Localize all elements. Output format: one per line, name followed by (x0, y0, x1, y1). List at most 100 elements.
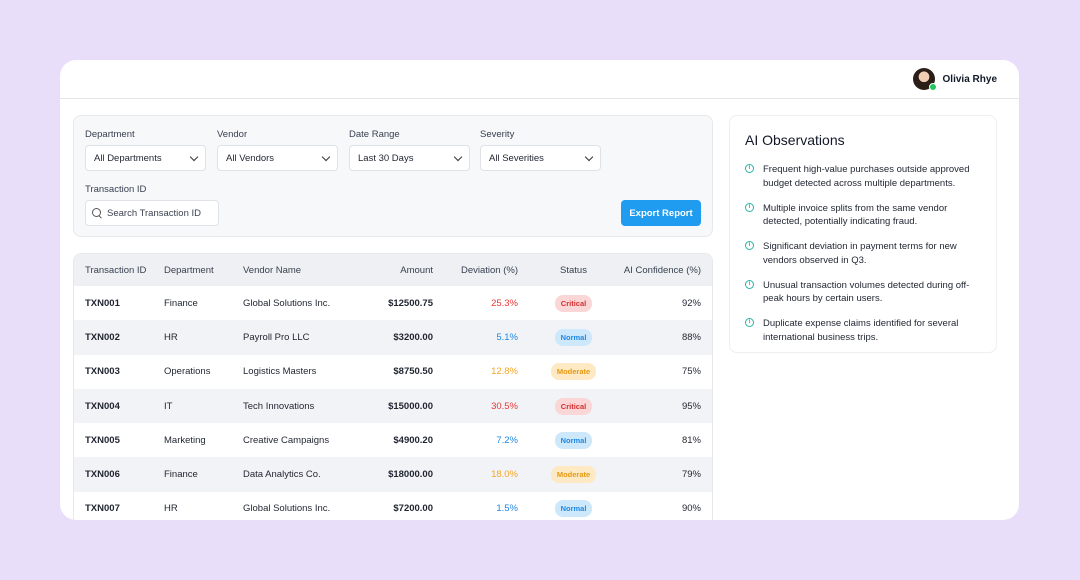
transaction-id-cell: TXN003 (85, 366, 120, 378)
amount-cell: $12500.75 (388, 297, 433, 309)
vendor-cell: Global Solutions Inc. (243, 297, 331, 309)
observation-text: Frequent high-value purchases outside ap… (763, 164, 970, 189)
avatar[interactable] (912, 68, 937, 91)
status-badge: Critical (554, 397, 593, 415)
amount-cell: $3200.00 (393, 331, 433, 343)
deviation-cell: 30.5% (491, 400, 518, 412)
transaction-search[interactable] (85, 200, 219, 226)
ai-confidence-cell: 79% (681, 469, 701, 481)
transaction-id-filter: Transaction ID (85, 184, 219, 226)
vendor-cell: Creative Campaigns (243, 434, 330, 446)
amount-cell: $8750.50 (393, 366, 433, 378)
status-badge: Moderate (550, 466, 597, 484)
severity-label: Severity (480, 129, 515, 140)
observation-text: Significant deviation in payment terms f… (763, 241, 957, 266)
severity-filter: Severity All Severities (480, 129, 601, 171)
department-label: Department (85, 129, 135, 140)
deviation-cell: 25.3% (491, 297, 518, 309)
amount-cell: $15000.00 (388, 400, 433, 412)
ai-confidence-cell: 81% (681, 434, 701, 446)
department-cell: Finance (164, 469, 198, 481)
department-cell: Operations (164, 366, 211, 378)
date-range-select[interactable]: Last 30 Days (349, 145, 470, 171)
transaction-id-label: Transaction ID (85, 184, 147, 195)
deviation-cell: 1.5% (496, 503, 518, 515)
search-icon (92, 208, 102, 218)
vendor-cell: Payroll Pro LLC (243, 331, 310, 343)
date-range-value: Last 30 Days (358, 152, 414, 164)
user-menu[interactable]: Olivia Rhye (912, 64, 997, 94)
table-row[interactable]: TXN006 Finance Data Analytics Co. $18000.00… (74, 457, 712, 492)
deviation-cell: 7.2% (496, 434, 518, 446)
department-filter: Department All Departments (85, 129, 206, 171)
vendor-filter: Vendor All Vendors (217, 129, 338, 171)
col-department[interactable]: Department (164, 264, 214, 276)
col-transaction-id[interactable]: Transaction ID (85, 264, 147, 276)
info-icon: i (745, 164, 754, 173)
transaction-search-input[interactable] (107, 207, 207, 219)
status-badge: Moderate (550, 363, 597, 381)
chevron-down-icon (321, 152, 331, 161)
app-window: Olivia Rhye Department All Departments V… (60, 60, 1019, 520)
status-cell: Critical (518, 389, 615, 423)
status-cell: Normal (518, 320, 615, 354)
department-cell: HR (164, 331, 178, 343)
info-icon: i (745, 279, 754, 289)
amount-cell: $7200.00 (393, 503, 433, 515)
observation-item: i Frequent high-value purchases outside a… (745, 163, 985, 190)
col-status[interactable]: Status (560, 264, 587, 276)
chevron-down-icon (584, 152, 594, 161)
ai-confidence-cell: 90% (681, 503, 701, 515)
ai-confidence-cell: 95% (681, 400, 701, 412)
department-cell: Finance (164, 297, 198, 309)
observation-text: Unusual transaction volumes detected dur… (763, 279, 970, 305)
observation-item: i Unusual transaction volumes detected du… (745, 279, 985, 306)
info-icon: i (745, 202, 754, 212)
table-row[interactable]: TXN001 Finance Global Solutions Inc. $12500… (74, 286, 712, 320)
table-row[interactable]: TXN005 Marketing Creative Campaigns $4900.2… (74, 423, 712, 457)
vendor-cell: Tech Innovations (243, 400, 315, 412)
severity-select[interactable]: All Severities (480, 145, 601, 171)
ai-observations-panel: AI Observations i Frequent high-value pur… (729, 115, 997, 353)
filters-panel: Department All Departments Vendor All Ve… (73, 115, 713, 237)
status-badge: Normal (554, 500, 593, 518)
online-status-dot (928, 83, 937, 91)
transaction-id-cell: TXN005 (85, 434, 120, 446)
ai-confidence-cell: 88% (681, 331, 701, 343)
vendor-cell: Global Solutions Inc. (243, 503, 331, 515)
transaction-id-cell: TXN004 (85, 400, 120, 412)
table-row[interactable]: TXN007 HR Global Solutions Inc. $7200.00 1.5… (74, 492, 712, 520)
table-row[interactable]: TXN002 HR Payroll Pro LLC $3200.00 5.1% Norma… (74, 320, 712, 355)
table-row[interactable]: TXN004 IT Tech Innovations $15000.00 30.5% Cr… (74, 388, 712, 424)
department-value: All Departments (94, 152, 162, 164)
status-cell: Critical (518, 286, 615, 320)
vendor-label: Vendor (217, 129, 248, 140)
status-badge: Normal (554, 431, 593, 449)
table-row[interactable]: TXN003 Operations Logistics Masters $8750.5… (74, 355, 712, 389)
vendor-select[interactable]: All Vendors (217, 145, 338, 171)
export-report-button[interactable]: Export Report (621, 200, 701, 226)
observation-item: i Multiple invoice splits from the same v… (745, 202, 985, 229)
department-select[interactable]: All Departments (85, 145, 206, 171)
observation-text: Duplicate expense claims identified for … (763, 318, 959, 343)
transaction-id-cell: TXN007 (85, 503, 120, 515)
status-badge: Normal (554, 328, 593, 346)
col-ai-confidence[interactable]: AI Confidence (%) (623, 264, 701, 276)
vendor-cell: Logistics Masters (243, 366, 317, 378)
chevron-down-icon (453, 152, 463, 161)
observations-list: i Frequent high-value purchases outside a… (745, 163, 985, 356)
col-amount[interactable]: Amount (400, 264, 433, 276)
ai-confidence-cell: 92% (681, 297, 701, 309)
amount-cell: $18000.00 (388, 469, 433, 481)
ai-confidence-cell: 75% (681, 366, 701, 378)
status-cell: Normal (518, 423, 615, 457)
deviation-cell: 5.1% (496, 331, 518, 343)
col-deviation[interactable]: Deviation (%) (460, 264, 518, 276)
observation-item: i Significant deviation in payment terms … (745, 240, 985, 267)
transaction-id-cell: TXN002 (85, 331, 120, 343)
department-cell: HR (164, 503, 178, 515)
table-header-row: Transaction ID Department Vendor Name Am… (74, 254, 712, 286)
date-range-label: Date Range (349, 129, 400, 140)
col-vendor-name[interactable]: Vendor Name (243, 264, 302, 276)
status-badge: Critical (554, 294, 593, 312)
